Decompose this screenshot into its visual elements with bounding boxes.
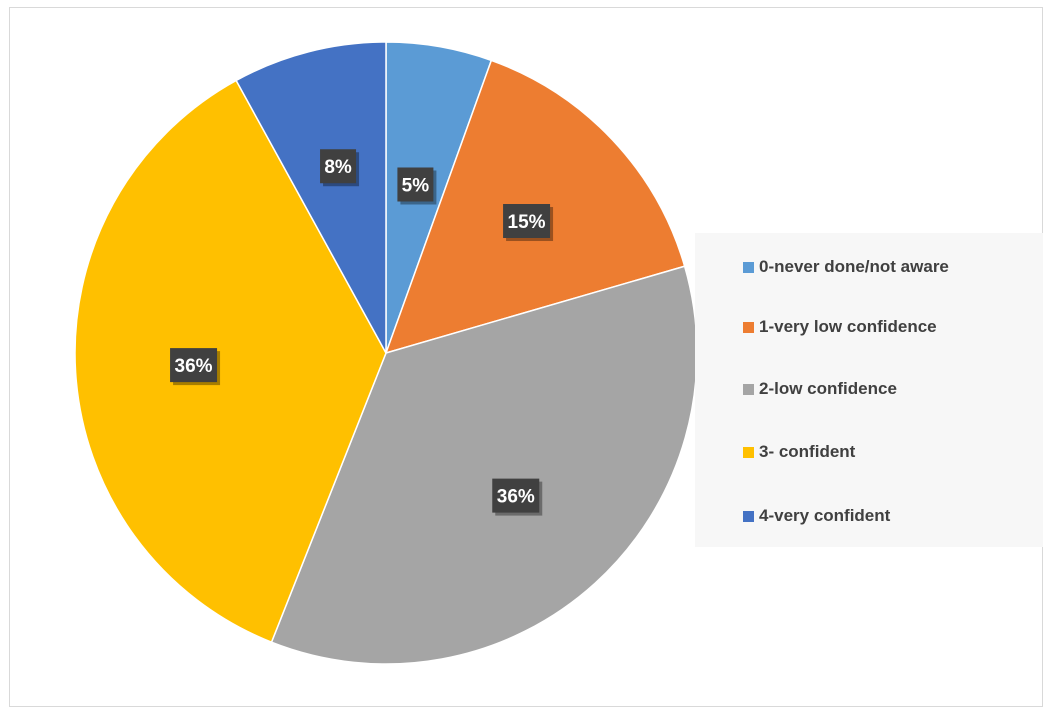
data-label-0: 5% xyxy=(397,167,437,205)
data-label-1: 15% xyxy=(503,204,554,242)
data-label-box-1 xyxy=(503,204,551,239)
legend-label-3: 3- confident xyxy=(759,442,856,461)
pie-slice-4 xyxy=(235,41,387,354)
legend-item-0: 0-never done/not aware xyxy=(743,255,949,279)
legend-label-0: 0-never done/not aware xyxy=(759,257,949,276)
legend-swatch-0 xyxy=(743,261,754,273)
legend-label-4: 4-very confident xyxy=(759,506,891,525)
legend-swatch-1 xyxy=(743,321,754,333)
data-label-text-1: 15% xyxy=(508,212,546,233)
legend-swatch-3 xyxy=(743,446,754,458)
data-label-text-2: 36% xyxy=(497,487,535,508)
data-label-3: 36% xyxy=(170,348,221,386)
data-label-box-4 xyxy=(320,149,357,184)
data-label-text-0: 5% xyxy=(402,175,430,196)
legend-item-4: 4-very confident xyxy=(743,504,890,528)
data-label-2: 36% xyxy=(492,478,543,516)
legend: 0-never done/not aware 1-very low confid… xyxy=(695,233,1043,547)
legend-swatch-4 xyxy=(743,510,754,522)
legend-label-2: 2-low confidence xyxy=(759,379,897,398)
pie-chart: 5% 15% 36% 36% 8% xyxy=(74,41,698,665)
legend-swatch-2 xyxy=(743,383,754,395)
data-label-4: 8% xyxy=(320,149,360,187)
legend-item-1: 1-very low confidence xyxy=(743,315,937,339)
data-label-box-2 xyxy=(492,478,540,513)
legend-label-1: 1-very low confidence xyxy=(759,317,937,336)
data-label-text-4: 8% xyxy=(324,157,352,178)
legend-item-2: 2-low confidence xyxy=(743,377,897,401)
legend-item-3: 3- confident xyxy=(743,440,855,464)
data-label-box-0 xyxy=(397,167,434,202)
data-label-text-3: 36% xyxy=(175,356,213,377)
data-label-box-3 xyxy=(170,348,218,383)
pie-slice-3 xyxy=(74,79,387,644)
